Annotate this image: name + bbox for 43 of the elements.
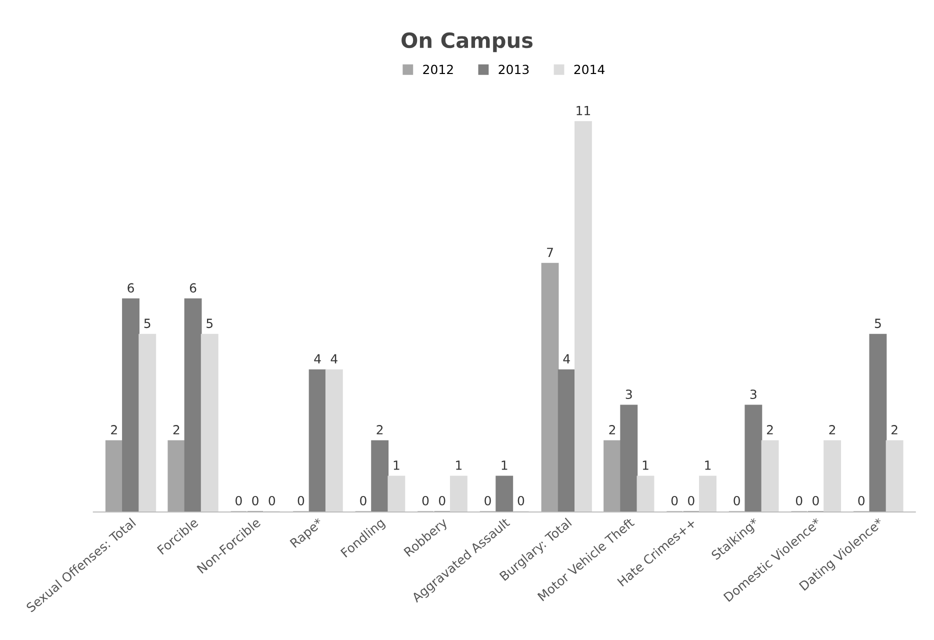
data-label: 1 [642,460,648,470]
data-label: 6 [190,283,196,293]
data-label: 3 [626,390,632,400]
data-label: 1 [456,460,462,470]
data-label: 2 [766,425,773,434]
legend-label: 2012 [423,64,453,74]
data-label: 0 [252,496,258,506]
data-label: 2 [111,425,117,434]
data-label: 5 [144,318,150,328]
data-label: 0 [858,496,864,506]
data-label: 0 [422,496,429,506]
data-label: 7 [547,248,553,257]
data-label: 3 [750,390,756,400]
data-label: 2 [376,425,383,434]
data-label: 4 [563,354,570,364]
data-label: 0 [298,496,304,506]
data-label: 1 [502,460,508,470]
data-label: 11 [576,106,590,116]
legend-label: 2014 [574,64,604,74]
data-label: 4 [314,354,321,364]
data-label: 0 [484,496,491,506]
data-label: 0 [268,496,276,506]
data-label: 2 [609,425,616,434]
data-label: 5 [206,318,213,328]
data-label: 0 [518,496,524,506]
chart-title: On Campus [402,32,533,52]
data-label: 1 [705,460,711,470]
data-label: 5 [874,318,881,328]
data-label: 0 [438,496,446,506]
legend-label: 2013 [498,64,529,74]
data-label: 4 [330,354,338,364]
data-label: 0 [236,496,242,506]
data-label: 1 [394,460,400,470]
data-label: 0 [734,496,740,506]
data-label: 0 [812,496,819,506]
data-label: 0 [360,496,366,506]
data-label: 0 [671,496,678,506]
data-label: 2 [173,425,180,434]
data-label: 6 [128,283,134,293]
data-label: 2 [829,425,836,434]
data-label: 0 [796,496,802,506]
data-label: 2 [892,425,898,434]
data-label: 0 [688,496,694,506]
